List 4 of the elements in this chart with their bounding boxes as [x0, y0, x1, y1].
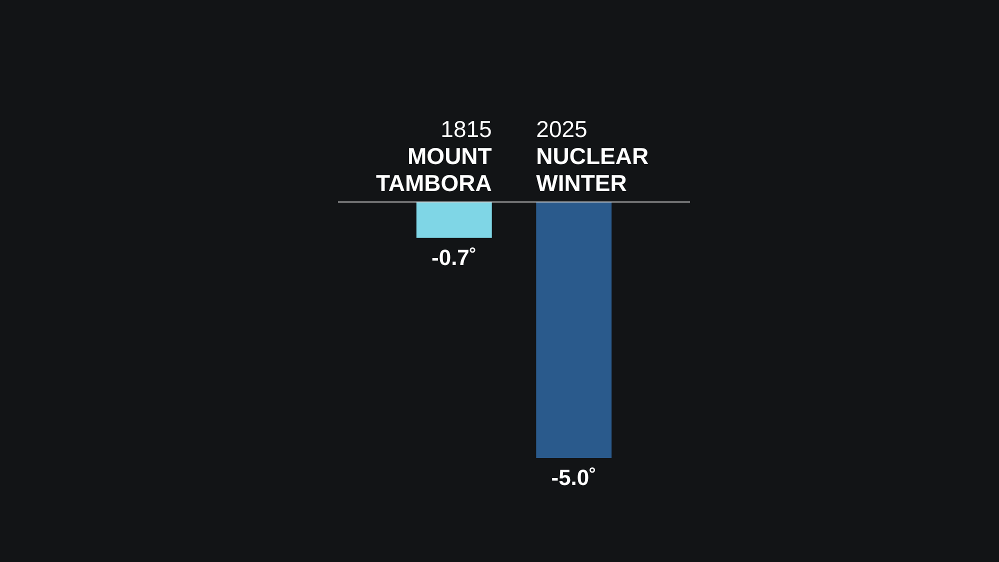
x-tick-label: 1815 MOUNT TAMBORA [376, 116, 492, 196]
data-label: -0.7˚ [432, 244, 477, 270]
data-label: -5.0˚ [551, 465, 596, 490]
x-tick-label: 2025 NUCLEAR WINTER [536, 116, 649, 196]
